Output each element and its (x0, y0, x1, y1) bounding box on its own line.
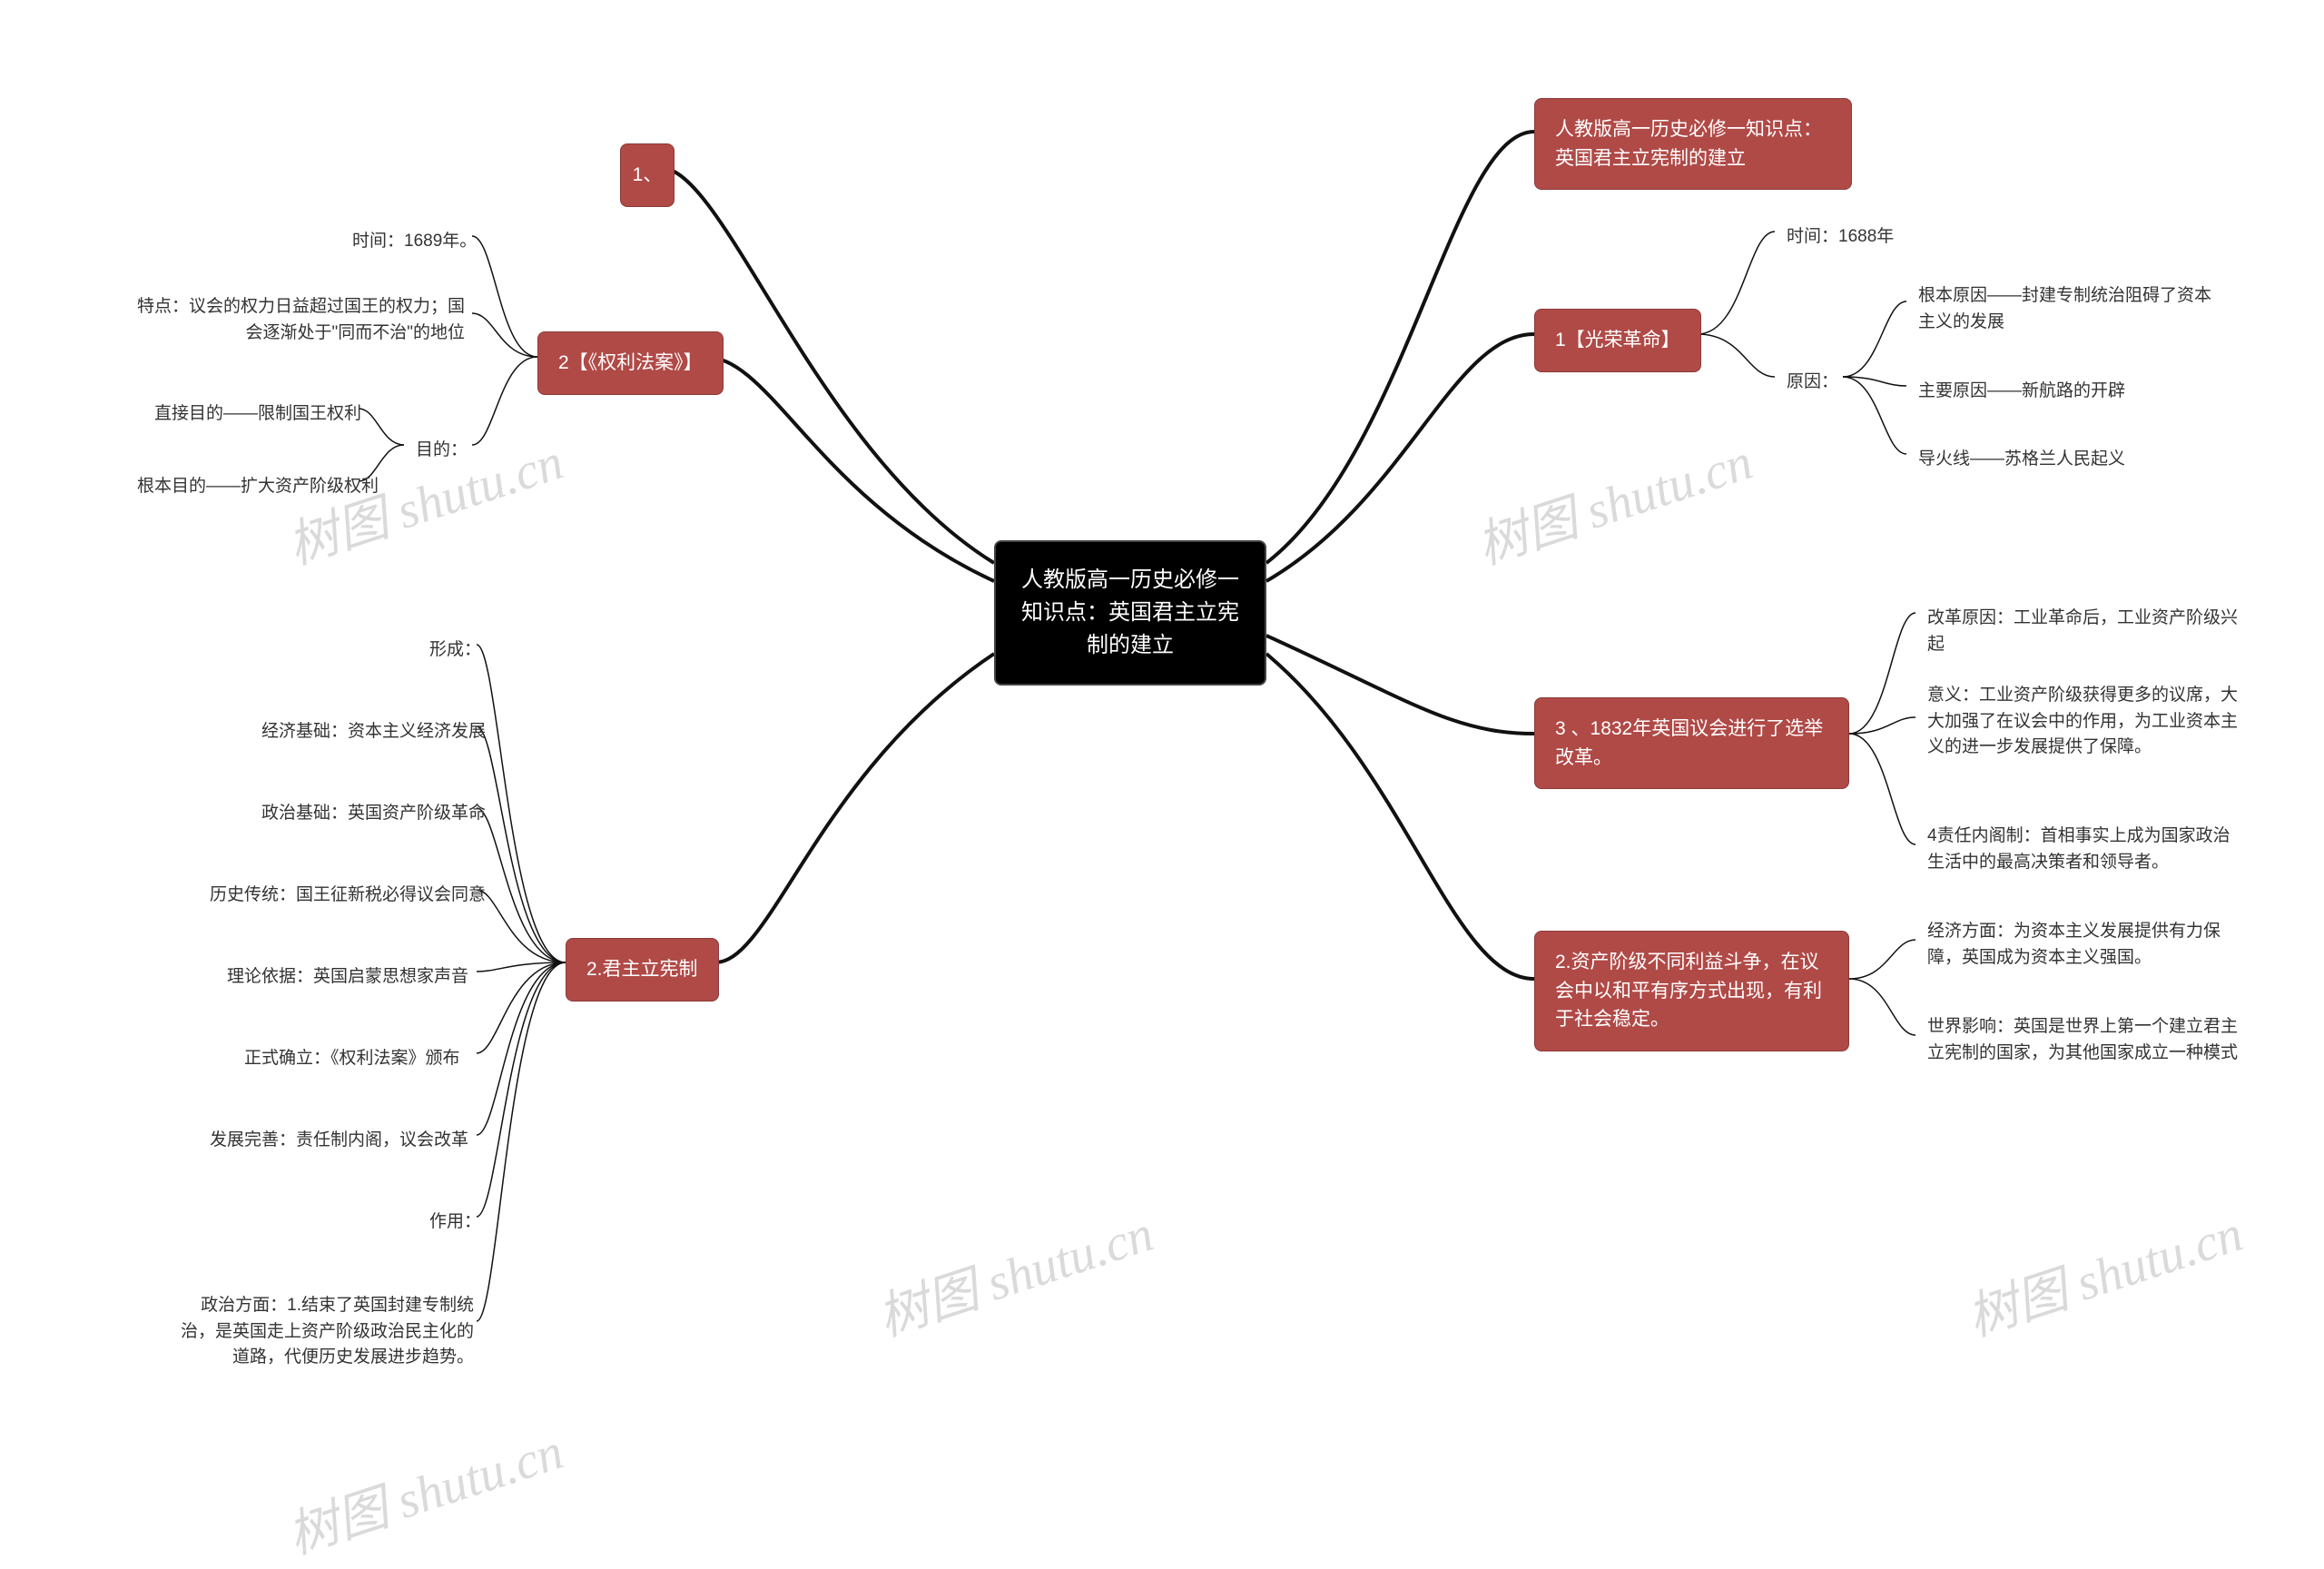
leaf-n3-c7: 发展完善：责任制内阁，议会改革 (202, 1124, 476, 1158)
branch-right-3[interactable]: 2.资产阶级不同利益斗争，在议会中以和平有序方式出现，有利于社会稳定。 (1534, 931, 1849, 1051)
branch-left-2[interactable]: 2【《权利法案》】 (537, 331, 724, 395)
branch-label: 2.资产阶级不同利益斗争，在议会中以和平有序方式出现，有利于社会稳定。 (1555, 948, 1828, 1034)
branch-right-0[interactable]: 人教版高一历史必修一知识点：英国君主立宪制的建立 (1534, 98, 1852, 190)
leaf-n3-c3: 政治基础：英国资产阶级革命 (254, 797, 493, 831)
branch-label: 3 、1832年英国议会进行了选举改革。 (1555, 715, 1828, 772)
branch-left-3[interactable]: 2.君主立宪制 (566, 938, 719, 1002)
leaf-n2-c1: 时间：1689年。 (345, 225, 484, 259)
leaf-n3-c8: 作用： (422, 1206, 488, 1239)
leaf-n3-c6: 正式确立：《权利法案》颁布 (237, 1042, 468, 1076)
leaf-r1-c2-d1: 根本原因——封建专制统治阻碍了资本主义的发展 (1911, 280, 2220, 339)
leaf-r3-c1: 经济方面：为资本主义发展提供有力保障，英国成为资本主义强国。 (1920, 915, 2247, 974)
leaf-n3-c1: 形成： (422, 634, 488, 667)
branch-label: 2.君主立宪制 (586, 955, 698, 984)
leaf-n2-c3-d1: 直接目的——限制国王权利 (147, 398, 369, 431)
watermark: 树图 shutu.cn (1466, 420, 1760, 578)
leaf-n3-c5: 理论依据：英国启蒙思想家声音 (220, 961, 476, 994)
leaf-r1-c2-d3: 导火线——苏格兰人民起义 (1911, 443, 2132, 477)
root-label: 人教版高一历史必修一知识点：英国君主立宪制的建立 (1021, 564, 1239, 662)
leaf-r1-c2-d2: 主要原因——新航路的开辟 (1911, 375, 2132, 409)
leaf-r3-c2: 世界影响：英国是世界上第一个建立君主立宪制的国家，为其他国家成立一种模式 (1920, 1011, 2247, 1070)
branch-right-2[interactable]: 3 、1832年英国议会进行了选举改革。 (1534, 697, 1849, 789)
watermark: 树图 shutu.cn (277, 1410, 571, 1568)
branch-label: 人教版高一历史必修一知识点：英国君主立宪制的建立 (1555, 115, 1831, 173)
branch-right-1[interactable]: 1【光荣革命】 (1534, 309, 1701, 372)
leaf-n3-c4: 历史传统：国王征新税必得议会同意 (202, 879, 493, 913)
branch-label: 1【光荣革命】 (1555, 326, 1680, 355)
leaf-r2-c2: 意义：工业资产阶级获得更多的议席，大大加强了在议会中的作用，为工业资本主义的进一… (1920, 679, 2247, 765)
leaf-n3-c2: 经济基础：资本主义经济发展 (254, 715, 493, 749)
leaf-r2-c3: 4责任内阁制：首相事实上成为国家政治生活中的最高决策者和领导者。 (1920, 820, 2247, 879)
branch-left-1[interactable]: 1、 (620, 143, 675, 207)
leaf-n2-c3-d2: 根本目的——扩大资产阶级权利 (130, 470, 386, 504)
leaf-r1-c2: 原因： (1779, 366, 1846, 400)
leaf-n2-c2: 特点：议会的权力日益超过国王的权力；国会逐渐处于"同而不治"的地位 (127, 291, 472, 350)
leaf-r2-c1: 改革原因：工业革命后，工业资产阶级兴起 (1920, 602, 2247, 661)
watermark: 树图 shutu.cn (1956, 1192, 2250, 1350)
leaf-n3-c9: 政治方面：1.结束了英国封建专制统治，是英国走上资产阶级政治民主化的道路，代便历… (163, 1289, 481, 1375)
branch-label: 2【《权利法案》】 (558, 349, 703, 378)
root-node[interactable]: 人教版高一历史必修一知识点：英国君主立宪制的建立 (994, 540, 1266, 686)
watermark: 树图 shutu.cn (867, 1192, 1161, 1350)
leaf-r1-c1: 时间：1688年 (1779, 221, 1901, 254)
branch-label: 1、 (633, 161, 663, 190)
leaf-n2-c3: 目的： (409, 434, 475, 468)
